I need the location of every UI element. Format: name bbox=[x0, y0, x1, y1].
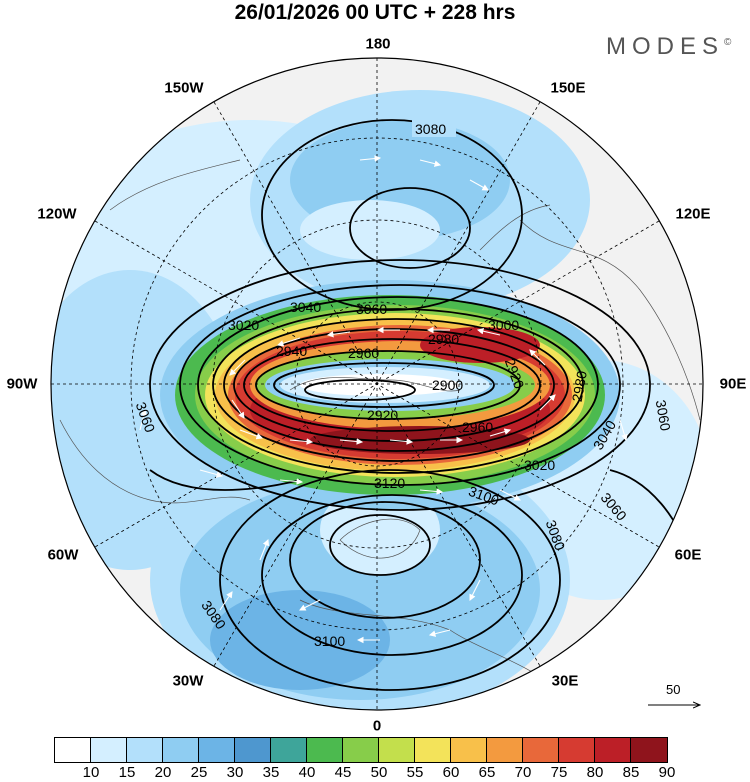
lon-label-30e: 30E bbox=[551, 672, 579, 690]
colorbar-swatch bbox=[163, 738, 199, 762]
colorbar-label: 60 bbox=[442, 764, 460, 781]
colorbar-label: 20 bbox=[154, 764, 172, 781]
colorbar-label: 15 bbox=[118, 764, 136, 781]
colorbar-swatch bbox=[487, 738, 523, 762]
colorbar-swatch bbox=[631, 738, 667, 762]
contour-label: 3040 bbox=[290, 299, 321, 315]
contour-label: 3020 bbox=[228, 317, 259, 333]
colorbar-swatch bbox=[523, 738, 559, 762]
contour-label: 2900 bbox=[432, 377, 463, 393]
colorbar-swatch bbox=[451, 738, 487, 762]
vector-scale-label: 50 bbox=[666, 682, 681, 697]
lon-label-0: 0 bbox=[372, 717, 382, 735]
colorbar-label: 30 bbox=[226, 764, 244, 781]
colorbar-label: 75 bbox=[550, 764, 568, 781]
colorbar-label: 50 bbox=[370, 764, 388, 781]
lon-label-90w: 90W bbox=[6, 375, 38, 393]
contour-label: 3020 bbox=[524, 457, 555, 473]
coastlines bbox=[59, 159, 701, 691]
colorbar-label: 10 bbox=[82, 764, 100, 781]
lon-label-90e: 90E bbox=[719, 375, 747, 393]
colorbar-swatch bbox=[307, 738, 343, 762]
lon-label-120w: 120W bbox=[37, 205, 77, 223]
lon-label-180: 180 bbox=[365, 35, 391, 53]
colorbar-swatch bbox=[595, 738, 631, 762]
contour-label: 3060 bbox=[356, 301, 387, 317]
contour-label: 3000 bbox=[488, 317, 519, 333]
colorbar-swatch bbox=[379, 738, 415, 762]
graticule bbox=[51, 58, 703, 710]
contour-label: 3100 bbox=[314, 633, 345, 649]
colorbar-swatch bbox=[91, 738, 127, 762]
chart-title: 26/01/2026 00 UTC + 228 hrs bbox=[234, 1, 516, 24]
colorbar-swatch bbox=[55, 738, 91, 762]
colorbar bbox=[54, 737, 668, 763]
colorbar-label: 70 bbox=[514, 764, 532, 781]
colorbar-swatch bbox=[199, 738, 235, 762]
brand-text: MODES bbox=[606, 33, 725, 60]
lon-label-150w: 150W bbox=[164, 79, 204, 97]
contour-label: 2980 bbox=[428, 331, 459, 347]
contour-label: 2940 bbox=[276, 343, 307, 359]
vector-scale-arrow bbox=[648, 698, 706, 712]
colorbar-label: 25 bbox=[190, 764, 208, 781]
colorbar-swatch bbox=[127, 738, 163, 762]
colorbar-swatch bbox=[343, 738, 379, 762]
colorbar-label: 55 bbox=[406, 764, 424, 781]
contour-labels: 3080 3040 3060 3020 2940 2960 2980 3000 … bbox=[133, 120, 674, 649]
contour-label: 2960 bbox=[462, 419, 493, 435]
lon-label-60w: 60W bbox=[47, 546, 79, 564]
colorbar-label: 85 bbox=[622, 764, 640, 781]
contour-label: 2920 bbox=[367, 407, 398, 423]
contour-label: 3060 bbox=[653, 399, 674, 433]
contour-label: 2980 bbox=[569, 369, 590, 403]
colorbar-label: 45 bbox=[334, 764, 352, 781]
brand-logo: MODES© bbox=[606, 33, 731, 61]
colorbar-label: 90 bbox=[658, 764, 676, 781]
colorbar-swatch bbox=[559, 738, 595, 762]
colorbar-label: 35 bbox=[262, 764, 280, 781]
colorbar-swatch bbox=[271, 738, 307, 762]
lon-label-60e: 60E bbox=[674, 546, 702, 564]
colorbar-swatch bbox=[415, 738, 451, 762]
contour-label: 3120 bbox=[374, 475, 405, 491]
wind-vectors bbox=[139, 155, 628, 644]
lon-label-120e: 120E bbox=[675, 205, 711, 223]
lon-label-30w: 30W bbox=[172, 672, 204, 690]
contour-label: 2960 bbox=[348, 345, 379, 361]
copyright-mark: © bbox=[724, 37, 732, 48]
colorbar-label: 65 bbox=[478, 764, 496, 781]
colorbar-label: 40 bbox=[298, 764, 316, 781]
colorbar-label: 80 bbox=[586, 764, 604, 781]
colorbar-swatch bbox=[235, 738, 271, 762]
map-boundary bbox=[50, 57, 704, 711]
height-contours bbox=[149, 119, 691, 691]
contour-label: 3080 bbox=[415, 121, 446, 137]
wind-speed-shading bbox=[51, 58, 703, 710]
lon-label-150e: 150E bbox=[550, 79, 586, 97]
